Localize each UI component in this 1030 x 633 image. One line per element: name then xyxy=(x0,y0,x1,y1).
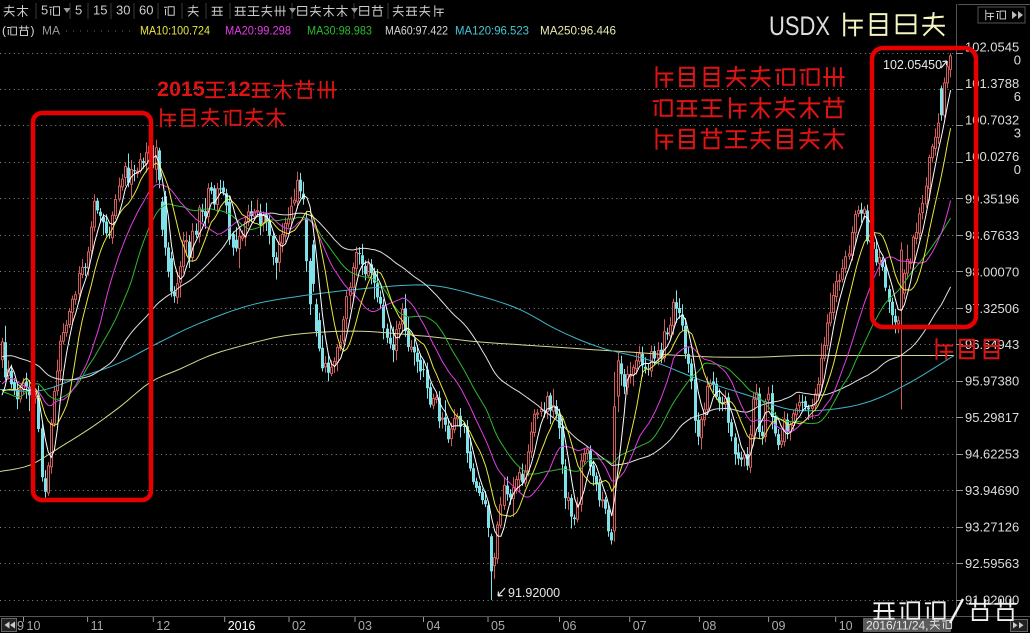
svg-text:15: 15 xyxy=(93,3,107,18)
svg-text:95.97380: 95.97380 xyxy=(965,374,1019,389)
svg-text:30: 30 xyxy=(116,3,130,18)
svg-text:102.0545: 102.0545 xyxy=(965,40,1019,55)
svg-text:12: 12 xyxy=(156,619,170,633)
svg-text:98.00070: 98.00070 xyxy=(965,264,1019,279)
svg-text:MA30:98.983: MA30:98.983 xyxy=(307,24,372,38)
svg-text:MA10:100.724: MA10:100.724 xyxy=(140,24,210,38)
svg-text:MA250:96.446: MA250:96.446 xyxy=(540,24,616,38)
svg-text:12: 12 xyxy=(227,77,251,101)
svg-text:USDX: USDX xyxy=(769,11,830,41)
svg-text:3: 3 xyxy=(1014,125,1021,140)
svg-text:2016/11/24,: 2016/11/24, xyxy=(866,619,929,633)
svg-text:11: 11 xyxy=(91,619,104,633)
svg-text:92.59563: 92.59563 xyxy=(965,556,1019,571)
svg-text:2015: 2015 xyxy=(157,77,205,101)
svg-text:07: 07 xyxy=(633,619,647,633)
svg-text:): ) xyxy=(31,23,35,37)
svg-text:100.7032: 100.7032 xyxy=(965,112,1019,127)
svg-text:93.27126: 93.27126 xyxy=(965,520,1019,535)
svg-text:60: 60 xyxy=(139,3,153,18)
svg-text:2016: 2016 xyxy=(228,619,256,633)
svg-text:101.3788: 101.3788 xyxy=(965,76,1019,91)
svg-text:100.0276: 100.0276 xyxy=(965,149,1019,164)
svg-text:5: 5 xyxy=(41,3,48,18)
svg-text:MA: MA xyxy=(42,24,60,38)
svg-text:94.62253: 94.62253 xyxy=(965,447,1019,462)
svg-text:5: 5 xyxy=(75,3,82,18)
svg-text:06: 06 xyxy=(563,619,577,633)
svg-text:02: 02 xyxy=(292,619,306,633)
svg-text:0: 0 xyxy=(1014,162,1021,177)
svg-text:MA120:96.523: MA120:96.523 xyxy=(455,24,529,38)
svg-text:97.32506: 97.32506 xyxy=(965,301,1019,316)
svg-text:MA20:99.298: MA20:99.298 xyxy=(225,24,291,38)
svg-text:05: 05 xyxy=(491,619,505,633)
svg-text:93.94690: 93.94690 xyxy=(965,483,1019,498)
svg-text:95.29817: 95.29817 xyxy=(965,410,1019,425)
svg-text:91.92000: 91.92000 xyxy=(508,586,560,600)
svg-text:98.67633: 98.67633 xyxy=(965,228,1019,243)
svg-text:08: 08 xyxy=(702,619,716,633)
svg-text:6: 6 xyxy=(1014,89,1021,104)
svg-text:MA60:97.422: MA60:97.422 xyxy=(385,24,448,38)
svg-text:09: 09 xyxy=(772,619,786,633)
svg-text:99.35196: 99.35196 xyxy=(965,191,1019,206)
svg-text:10: 10 xyxy=(27,619,41,633)
svg-text:10: 10 xyxy=(839,619,853,633)
svg-text:0: 0 xyxy=(1014,53,1021,68)
svg-text:9: 9 xyxy=(17,619,24,633)
svg-text:04: 04 xyxy=(427,619,441,633)
svg-text:96.64943: 96.64943 xyxy=(965,337,1019,352)
svg-text:(: ( xyxy=(2,23,6,37)
svg-text:03: 03 xyxy=(358,619,372,633)
svg-text:102.05450: 102.05450 xyxy=(883,58,942,72)
